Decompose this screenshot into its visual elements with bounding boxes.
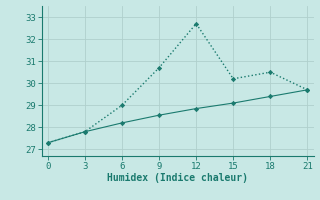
X-axis label: Humidex (Indice chaleur): Humidex (Indice chaleur) bbox=[107, 173, 248, 183]
